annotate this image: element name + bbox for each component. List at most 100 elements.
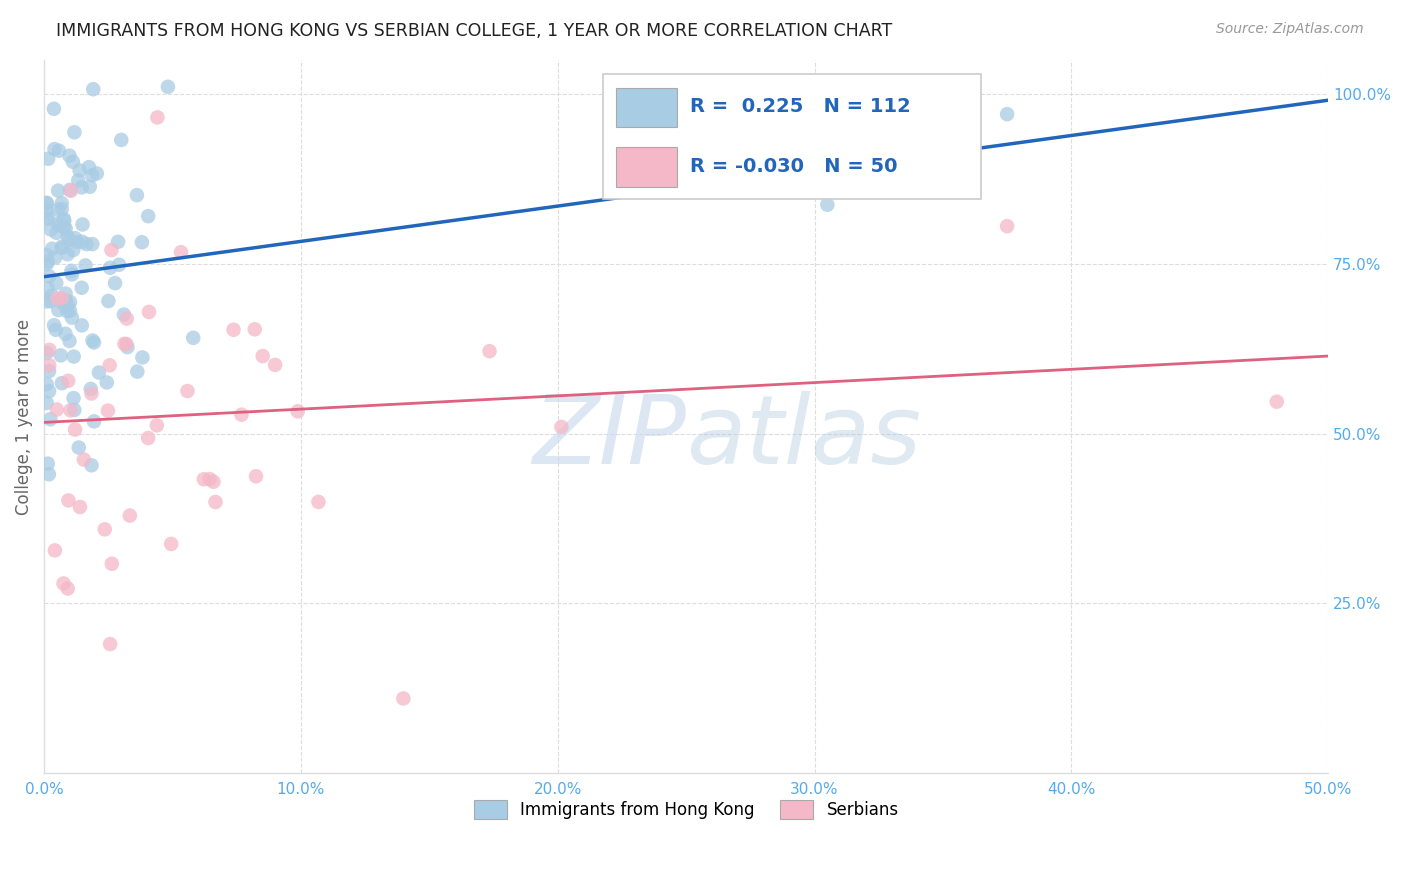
Point: [59, 295, 82, 310]
Point: [1265, 394, 1288, 409]
Point: [45, 402, 67, 417]
Point: [98, 637, 121, 651]
Point: [550, 420, 572, 434]
Point: [46, 202, 69, 217]
Point: [146, 111, 169, 125]
Point: [35, 346, 58, 360]
Point: [56, 582, 79, 596]
Point: [72, 218, 94, 232]
FancyBboxPatch shape: [616, 147, 678, 186]
Point: [114, 336, 136, 351]
Point: [38, 343, 60, 357]
Point: [35, 211, 58, 226]
Point: [51, 196, 73, 211]
Text: ZIP: ZIP: [533, 392, 686, 484]
Point: [62, 154, 84, 169]
Point: [115, 311, 138, 326]
FancyBboxPatch shape: [616, 88, 678, 128]
Point: [39, 412, 62, 426]
Point: [35, 196, 58, 211]
Point: [80, 386, 103, 401]
Point: [70, 281, 93, 295]
Point: [46, 217, 69, 231]
Point: [146, 418, 169, 433]
Point: [70, 180, 93, 194]
Point: [131, 235, 153, 250]
Point: [60, 268, 83, 282]
Text: R =  0.225   N = 112: R = 0.225 N = 112: [690, 97, 911, 116]
Point: [41, 288, 63, 302]
Point: [86, 166, 108, 180]
Point: [37, 254, 59, 268]
Point: [63, 125, 86, 139]
Point: [38, 384, 60, 398]
Point: [53, 219, 76, 234]
Point: [82, 82, 104, 96]
Point: [52, 576, 75, 591]
Point: [63, 423, 86, 437]
Point: [37, 152, 59, 166]
Point: [264, 358, 287, 372]
Point: [55, 286, 77, 301]
Point: [307, 495, 329, 509]
Point: [98, 260, 121, 275]
Point: [117, 340, 139, 354]
Point: [112, 308, 135, 322]
Text: atlas: atlas: [686, 392, 921, 484]
Point: [67, 173, 90, 187]
Point: [995, 219, 1018, 234]
Point: [70, 235, 93, 249]
Point: [125, 188, 148, 202]
Point: [136, 209, 159, 223]
Point: [62, 243, 84, 257]
Point: [35, 203, 58, 218]
Point: [136, 431, 159, 445]
Point: [56, 304, 79, 318]
Point: [56, 298, 79, 312]
Point: [35, 195, 58, 210]
Point: [107, 235, 129, 249]
Point: [55, 293, 77, 308]
Point: [98, 359, 121, 373]
Point: [104, 276, 127, 290]
Point: [127, 365, 149, 379]
Point: [44, 142, 66, 156]
Point: [58, 334, 80, 348]
Point: [138, 305, 160, 319]
Point: [69, 500, 91, 514]
Point: [58, 493, 80, 508]
Point: [79, 179, 101, 194]
Point: [37, 281, 59, 295]
Point: [59, 403, 82, 417]
Point: [82, 237, 104, 252]
Text: IMMIGRANTS FROM HONG KONG VS SERBIAN COLLEGE, 1 YEAR OR MORE CORRELATION CHART: IMMIGRANTS FROM HONG KONG VS SERBIAN COL…: [56, 22, 893, 40]
Point: [80, 169, 103, 183]
Point: [83, 414, 105, 428]
Point: [156, 79, 179, 94]
Point: [181, 331, 204, 345]
Point: [118, 508, 141, 523]
Point: [55, 326, 77, 341]
Point: [44, 251, 66, 265]
Point: [87, 366, 110, 380]
Point: [35, 396, 58, 410]
Point: [55, 221, 77, 235]
Point: [46, 292, 69, 306]
Point: [170, 245, 193, 260]
Point: [110, 133, 132, 147]
Legend: Immigrants from Hong Kong, Serbians: Immigrants from Hong Kong, Serbians: [467, 793, 905, 826]
Point: [56, 247, 79, 261]
Point: [35, 377, 58, 392]
Point: [39, 294, 62, 309]
Point: [202, 475, 225, 489]
Point: [60, 264, 83, 278]
Point: [995, 107, 1018, 121]
Point: [48, 303, 70, 318]
Point: [245, 469, 267, 483]
Point: [63, 231, 86, 245]
Point: [59, 303, 82, 318]
Point: [38, 364, 60, 378]
Point: [56, 229, 79, 244]
Point: [48, 219, 70, 233]
Point: [115, 337, 138, 351]
